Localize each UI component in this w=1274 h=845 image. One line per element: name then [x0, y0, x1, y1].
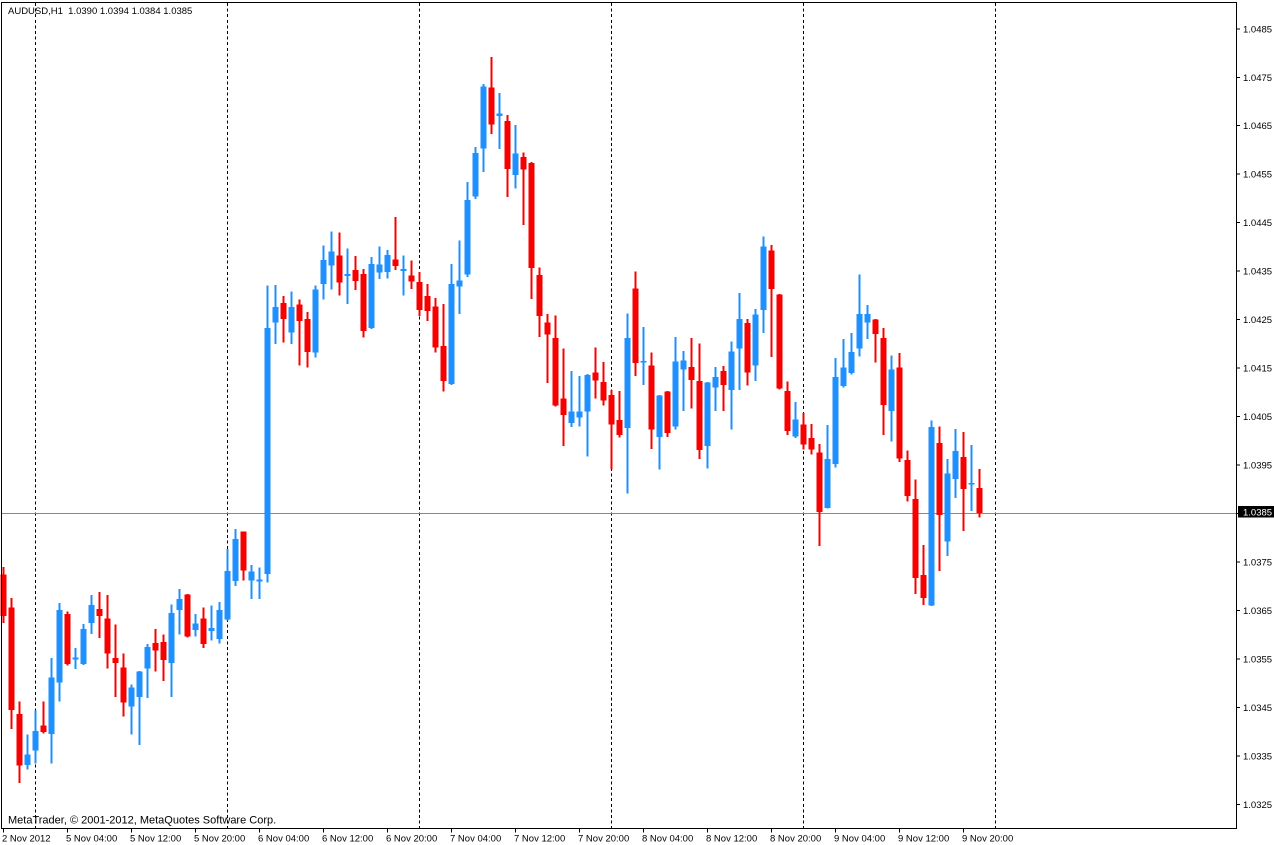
- svg-text:1.0415: 1.0415: [1243, 364, 1272, 375]
- svg-text:1.0355: 1.0355: [1243, 654, 1272, 665]
- svg-text:8 Nov 04:00: 8 Nov 04:00: [642, 834, 693, 845]
- svg-text:1.0365: 1.0365: [1243, 606, 1272, 617]
- svg-text:8 Nov 20:00: 8 Nov 20:00: [770, 834, 821, 845]
- svg-text:5 Nov 20:00: 5 Nov 20:00: [194, 834, 245, 845]
- svg-text:1.0375: 1.0375: [1243, 557, 1272, 568]
- svg-text:7 Nov 04:00: 7 Nov 04:00: [450, 834, 501, 845]
- svg-text:9 Nov 12:00: 9 Nov 12:00: [898, 834, 949, 845]
- svg-text:1.0445: 1.0445: [1243, 218, 1272, 229]
- svg-text:1.0475: 1.0475: [1243, 73, 1272, 84]
- svg-text:1.0335: 1.0335: [1243, 751, 1272, 762]
- svg-text:7 Nov 20:00: 7 Nov 20:00: [578, 834, 629, 845]
- svg-text:1.0435: 1.0435: [1243, 267, 1272, 278]
- svg-text:1.0345: 1.0345: [1243, 703, 1272, 714]
- svg-text:8 Nov 12:00: 8 Nov 12:00: [706, 834, 757, 845]
- svg-text:2 Nov 2012: 2 Nov 2012: [2, 834, 51, 845]
- svg-text:1.0405: 1.0405: [1243, 412, 1272, 423]
- svg-text:9 Nov 20:00: 9 Nov 20:00: [962, 834, 1013, 845]
- svg-text:1.0485: 1.0485: [1243, 24, 1272, 35]
- svg-text:5 Nov 12:00: 5 Nov 12:00: [130, 834, 181, 845]
- svg-text:7 Nov 12:00: 7 Nov 12:00: [514, 834, 565, 845]
- svg-text:5 Nov 04:00: 5 Nov 04:00: [66, 834, 117, 845]
- svg-text:1.0325: 1.0325: [1243, 800, 1272, 811]
- svg-text:1.0465: 1.0465: [1243, 121, 1272, 132]
- svg-text:AUDUSD,H1 1.0390 1.0394 1.038: AUDUSD,H1 1.0390 1.0394 1.0384 1.0385: [8, 6, 192, 17]
- svg-text:1.0425: 1.0425: [1243, 315, 1272, 326]
- svg-text:1.0385: 1.0385: [1243, 508, 1272, 519]
- svg-text:9 Nov 04:00: 9 Nov 04:00: [834, 834, 885, 845]
- svg-text:6 Nov 12:00: 6 Nov 12:00: [322, 834, 373, 845]
- svg-text:1.0395: 1.0395: [1243, 461, 1272, 472]
- svg-text:6 Nov 20:00: 6 Nov 20:00: [386, 834, 437, 845]
- svg-text:6 Nov 04:00: 6 Nov 04:00: [258, 834, 309, 845]
- svg-text:MetaTrader, © 2001-2012, MetaQ: MetaTrader, © 2001-2012, MetaQuotes Soft…: [8, 815, 276, 827]
- svg-text:1.0455: 1.0455: [1243, 170, 1272, 181]
